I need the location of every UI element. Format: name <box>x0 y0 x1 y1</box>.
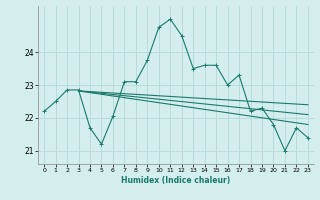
X-axis label: Humidex (Indice chaleur): Humidex (Indice chaleur) <box>121 176 231 185</box>
